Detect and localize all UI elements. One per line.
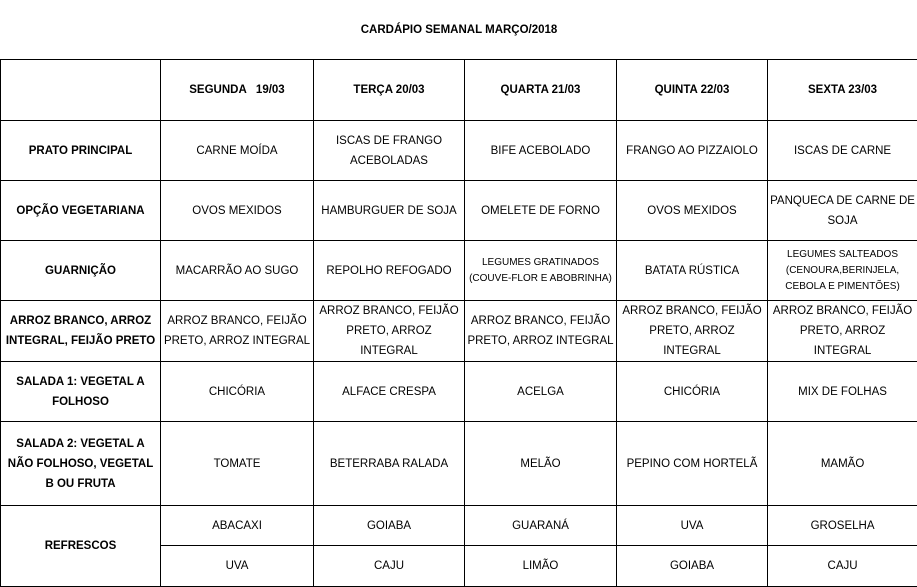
drink-cell: LIMÃO	[464, 545, 617, 587]
drink-cell: GOIABA	[313, 505, 465, 546]
menu-cell: ACELGA	[464, 361, 617, 422]
menu-cell: ALFACE CRESPA	[313, 361, 465, 422]
day-header-row: SEGUNDA 19/03 TERÇA 20/03 QUARTA 21/03 QUIN…	[0, 59, 917, 121]
refrescos-row-1: REFRESCOS ABACAXI GOIABA GUARANÁ UVA GROSELHA	[0, 505, 917, 587]
day-header: QUARTA 21/03	[464, 59, 617, 121]
menu-cell: REPOLHO REFOGADO	[313, 240, 465, 301]
menu-cell: OVOS MEXIDOS	[160, 180, 314, 241]
day-header: TERÇA 20/03	[313, 59, 465, 121]
menu-cell: LEGUMES SALTEADOS (CENOURA,BERINJELA, CE…	[766, 240, 917, 301]
drink-cell: CAJU	[766, 545, 917, 587]
menu-cell: ARROZ BRANCO, FEIJÃO PRETO, ARROZ INTEGR…	[766, 300, 917, 362]
menu-cell: OMELETE DE FORNO	[464, 180, 617, 241]
menu-row: SALADA 1: VEGETAL A FOLHOSO CHICÓRIA ALFAC…	[0, 361, 917, 422]
menu-cell: ARROZ BRANCO, FEIJÃO PRETO, ARROZ INTEGR…	[160, 300, 314, 362]
menu-cell: ARROZ BRANCO, FEIJÃO PRETO, ARROZ INTEGR…	[313, 300, 465, 362]
menu-row: PRATO PRINCIPAL CARNE MOÍDA ISCAS DE FRANG…	[0, 120, 917, 181]
menu-cell: ARROZ BRANCO, FEIJÃO PRETO, ARROZ INTEGR…	[464, 300, 617, 362]
refrescos-row-2: UVA CAJU LIMÃO GOIABA CAJU	[1, 545, 917, 587]
menu-cell: OVOS MEXIDOS	[616, 180, 768, 241]
row-label: GUARNIÇÃO	[0, 240, 161, 301]
row-label: OPÇÃO VEGETARIANA	[0, 180, 161, 241]
drink-cell: ABACAXI	[160, 505, 314, 546]
row-label: ARROZ BRANCO, ARROZ INTEGRAL, FEIJÃO PRE…	[0, 300, 161, 362]
day-header: SEGUNDA 19/03	[160, 59, 314, 121]
menu-row: OPÇÃO VEGETARIANA OVOS MEXIDOS HAMBURGUER …	[0, 180, 917, 241]
menu-cell: FRANGO AO PIZZAIOLO	[616, 120, 768, 181]
menu-cell: ISCAS DE FRANGO ACEBOLADAS	[313, 120, 465, 181]
drink-cell: GUARANÁ	[464, 505, 617, 546]
row-label: SALADA 1: VEGETAL A FOLHOSO	[0, 361, 161, 422]
menu-cell: BATATA RÚSTICA	[616, 240, 768, 301]
row-label: SALADA 2: VEGETAL A NÃO FOLHOSO, VEGETAL…	[0, 421, 161, 506]
menu-cell: MAMÃO	[766, 421, 917, 506]
menu-row: SALADA 2: VEGETAL A NÃO FOLHOSO, VEGETAL…	[0, 421, 917, 506]
menu-cell: PANQUECA DE CARNE DE SOJA	[766, 180, 917, 241]
day-header: SEXTA 23/03	[766, 59, 917, 121]
menu-cell: BETERRABA RALADA	[313, 421, 465, 506]
menu-cell: CARNE MOÍDA	[160, 120, 314, 181]
corner-cell	[0, 59, 161, 121]
menu-cell: MACARRÃO AO SUGO	[160, 240, 314, 301]
menu-cell: PEPINO COM HORTELÃ	[616, 421, 768, 506]
drink-cell: GROSELHA	[766, 505, 917, 546]
menu-cell: MELÃO	[464, 421, 617, 506]
day-header: QUINTA 22/03	[616, 59, 768, 121]
drink-cell: GOIABA	[616, 545, 768, 587]
menu-cell: TOMATE	[160, 421, 314, 506]
title-row: CARDÁPIO SEMANAL MARÇO/2018	[0, 0, 917, 60]
drink-cell: CAJU	[313, 545, 465, 587]
menu-row: GUARNIÇÃO MACARRÃO AO SUGO REPOLHO REFOGAD…	[0, 240, 917, 301]
drink-cell: UVA	[616, 505, 768, 546]
row-label: PRATO PRINCIPAL	[0, 120, 161, 181]
menu-title: CARDÁPIO SEMANAL MARÇO/2018	[0, 0, 917, 60]
row-label: REFRESCOS	[0, 505, 161, 587]
menu-cell: ARROZ BRANCO, FEIJÃO PRETO, ARROZ INTEGR…	[616, 300, 768, 362]
menu-cell: BIFE ACEBOLADO	[464, 120, 617, 181]
drink-cell: UVA	[160, 545, 314, 587]
menu-row: ARROZ BRANCO, ARROZ INTEGRAL, FEIJÃO PRE…	[0, 300, 917, 362]
menu-cell: CHICÓRIA	[616, 361, 768, 422]
menu-cell: HAMBURGUER DE SOJA	[313, 180, 465, 241]
menu-cell: MIX DE FOLHAS	[766, 361, 917, 422]
menu-cell: LEGUMES GRATINADOS (COUVE-FLOR E ABOBRIN…	[464, 240, 617, 301]
menu-cell: CHICÓRIA	[160, 361, 314, 422]
menu-cell: ISCAS DE CARNE	[766, 120, 917, 181]
